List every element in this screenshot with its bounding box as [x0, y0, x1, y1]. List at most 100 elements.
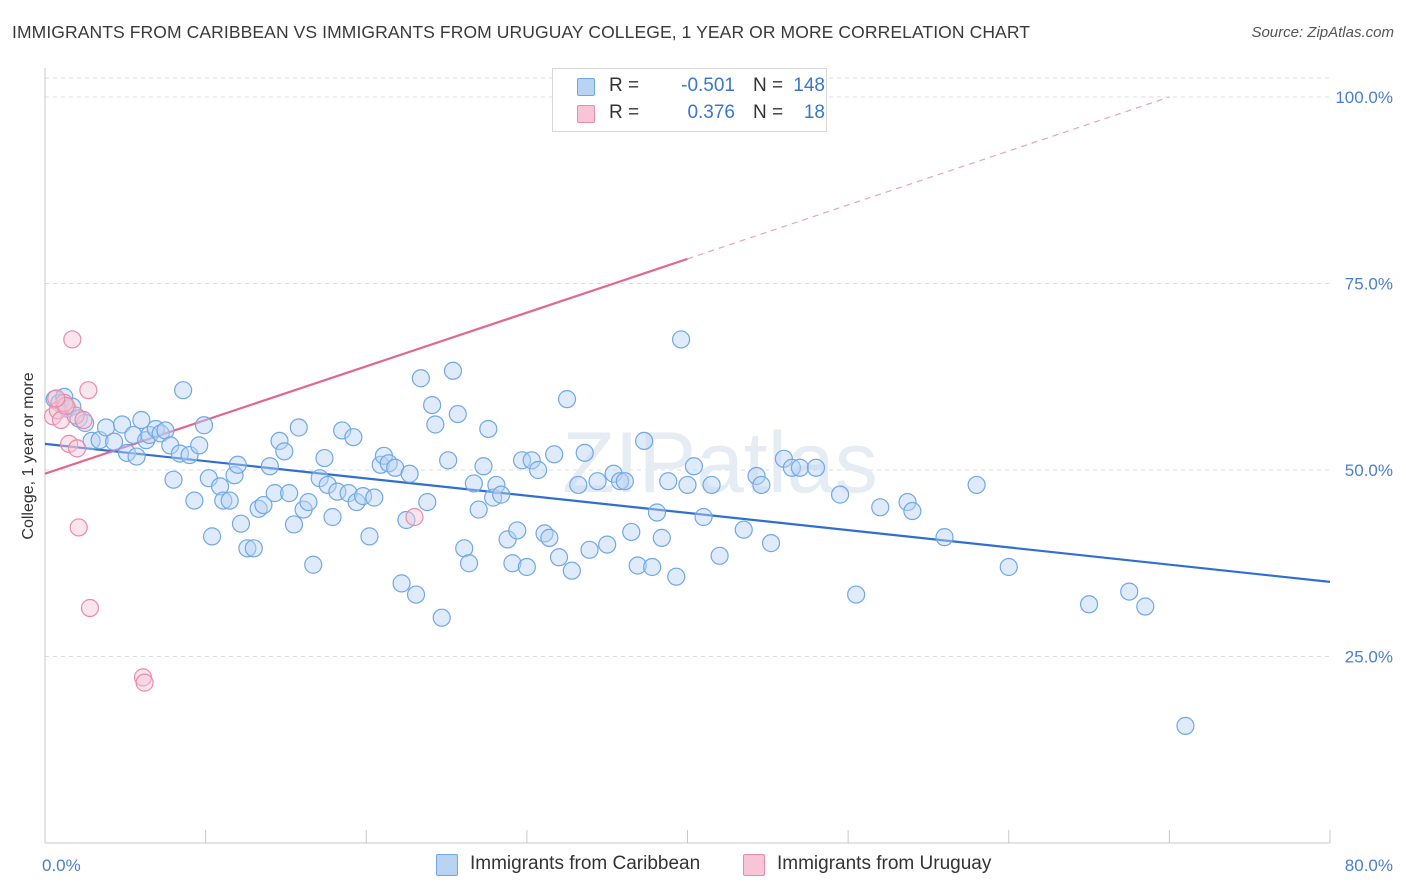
point-caribbean — [270, 431, 289, 451]
legend-r-value: -0.501 — [681, 75, 735, 96]
point-caribbean — [117, 443, 137, 462]
point-caribbean — [503, 554, 522, 573]
point-caribbean — [622, 522, 641, 542]
point-caribbean — [104, 432, 124, 451]
trendline-uruguay — [44, 257, 688, 475]
point-caribbean — [418, 492, 437, 512]
legend-label-uruguay: Immigrants from Uruguay — [777, 853, 992, 874]
point-caribbean — [569, 475, 588, 495]
point-caribbean — [1176, 716, 1195, 735]
point-caribbean — [549, 548, 569, 567]
point-caribbean — [522, 451, 541, 470]
point-caribbean — [898, 492, 917, 512]
point-caribbean — [1136, 597, 1155, 616]
point-caribbean — [76, 413, 95, 433]
legend-swatch-uruguay — [577, 105, 595, 123]
point-caribbean — [411, 369, 430, 388]
point-caribbean — [132, 410, 151, 430]
legend-n-label: N = — [753, 102, 784, 123]
point-caribbean — [254, 495, 273, 515]
point-caribbean — [284, 515, 304, 534]
y-tick-label: 50.0% — [1345, 461, 1393, 480]
point-caribbean — [238, 539, 257, 558]
point-caribbean — [228, 455, 247, 474]
point-caribbean — [194, 416, 214, 435]
point-caribbean — [1079, 595, 1099, 614]
point-caribbean — [830, 485, 850, 504]
x-tick-label: 0.0% — [42, 856, 81, 875]
point-caribbean — [299, 492, 318, 512]
point-caribbean — [275, 442, 294, 461]
point-caribbean — [540, 528, 559, 547]
point-caribbean — [652, 528, 671, 547]
legend-label-caribbean: Immigrants from Caribbean — [470, 853, 701, 874]
point-uruguay — [56, 396, 75, 415]
point-caribbean — [671, 330, 691, 349]
point-caribbean — [517, 557, 536, 577]
chart-title: IMMIGRANTS FROM CARIBBEAN VS IMMIGRANTS … — [12, 22, 1031, 42]
legend-swatch-caribbean — [577, 78, 595, 96]
point-caribbean — [610, 472, 630, 491]
point-caribbean — [659, 472, 678, 491]
point-caribbean — [643, 557, 662, 577]
point-uruguay — [135, 673, 154, 692]
point-caribbean — [529, 460, 548, 480]
point-caribbean — [439, 451, 458, 470]
point-caribbean — [151, 424, 170, 443]
point-caribbean — [190, 436, 209, 455]
chart-source: Source: ZipAtlas.com — [1251, 24, 1394, 41]
point-caribbean — [406, 585, 426, 604]
point-caribbean — [903, 501, 922, 521]
point-uruguay — [79, 381, 98, 400]
point-caribbean — [678, 475, 697, 495]
point-caribbean — [432, 608, 451, 627]
y-tick-label: 100.0% — [1335, 88, 1393, 107]
point-caribbean — [202, 527, 222, 546]
point-caribbean — [185, 491, 204, 510]
point-caribbean — [557, 390, 577, 409]
y-axis-label: College, 1 year or more — [20, 372, 37, 539]
y-tick-label: 25.0% — [1345, 648, 1393, 667]
y-tick-label: 75.0% — [1345, 275, 1393, 294]
point-caribbean — [761, 534, 781, 553]
point-caribbean — [702, 475, 721, 495]
point-caribbean — [244, 539, 263, 558]
point-caribbean — [580, 540, 599, 559]
point-caribbean — [265, 484, 284, 503]
tick-labels: 25.0% 50.0% 75.0% 100.0% 0.0% 80.0% — [42, 88, 1393, 875]
trendline-uruguay-extension — [687, 96, 1170, 260]
point-caribbean — [647, 503, 667, 522]
point-caribbean — [847, 585, 866, 604]
gridlines — [45, 77, 1330, 657]
point-caribbean — [448, 404, 467, 424]
legend-swatch-uruguay — [743, 854, 765, 876]
point-caribbean — [598, 535, 617, 554]
point-caribbean — [512, 451, 532, 470]
data-points — [43, 87, 1195, 735]
watermark: ZIPatlas — [562, 415, 877, 511]
point-caribbean — [588, 472, 607, 491]
correlation-legend: R = -0.501 N = 148 R = 0.376 N = 18 — [552, 68, 827, 132]
point-caribbean — [935, 528, 954, 547]
point-caribbean — [635, 431, 654, 451]
point-caribbean — [967, 475, 986, 495]
point-caribbean — [344, 428, 363, 447]
point-caribbean — [710, 546, 729, 565]
point-caribbean — [871, 498, 890, 517]
point-uruguay — [63, 330, 82, 349]
point-caribbean — [400, 464, 419, 483]
point-caribbean — [112, 415, 132, 434]
point-caribbean — [628, 556, 647, 575]
point-caribbean — [790, 458, 810, 477]
point-caribbean — [127, 447, 146, 466]
legend-n-label: N = — [753, 75, 784, 96]
point-caribbean — [225, 466, 244, 485]
point-uruguay — [405, 507, 424, 527]
point-caribbean — [214, 491, 233, 510]
point-caribbean — [615, 472, 634, 491]
point-uruguay — [69, 518, 88, 537]
point-caribbean — [469, 500, 488, 519]
point-caribbean — [170, 444, 190, 463]
point-caribbean — [318, 475, 337, 495]
